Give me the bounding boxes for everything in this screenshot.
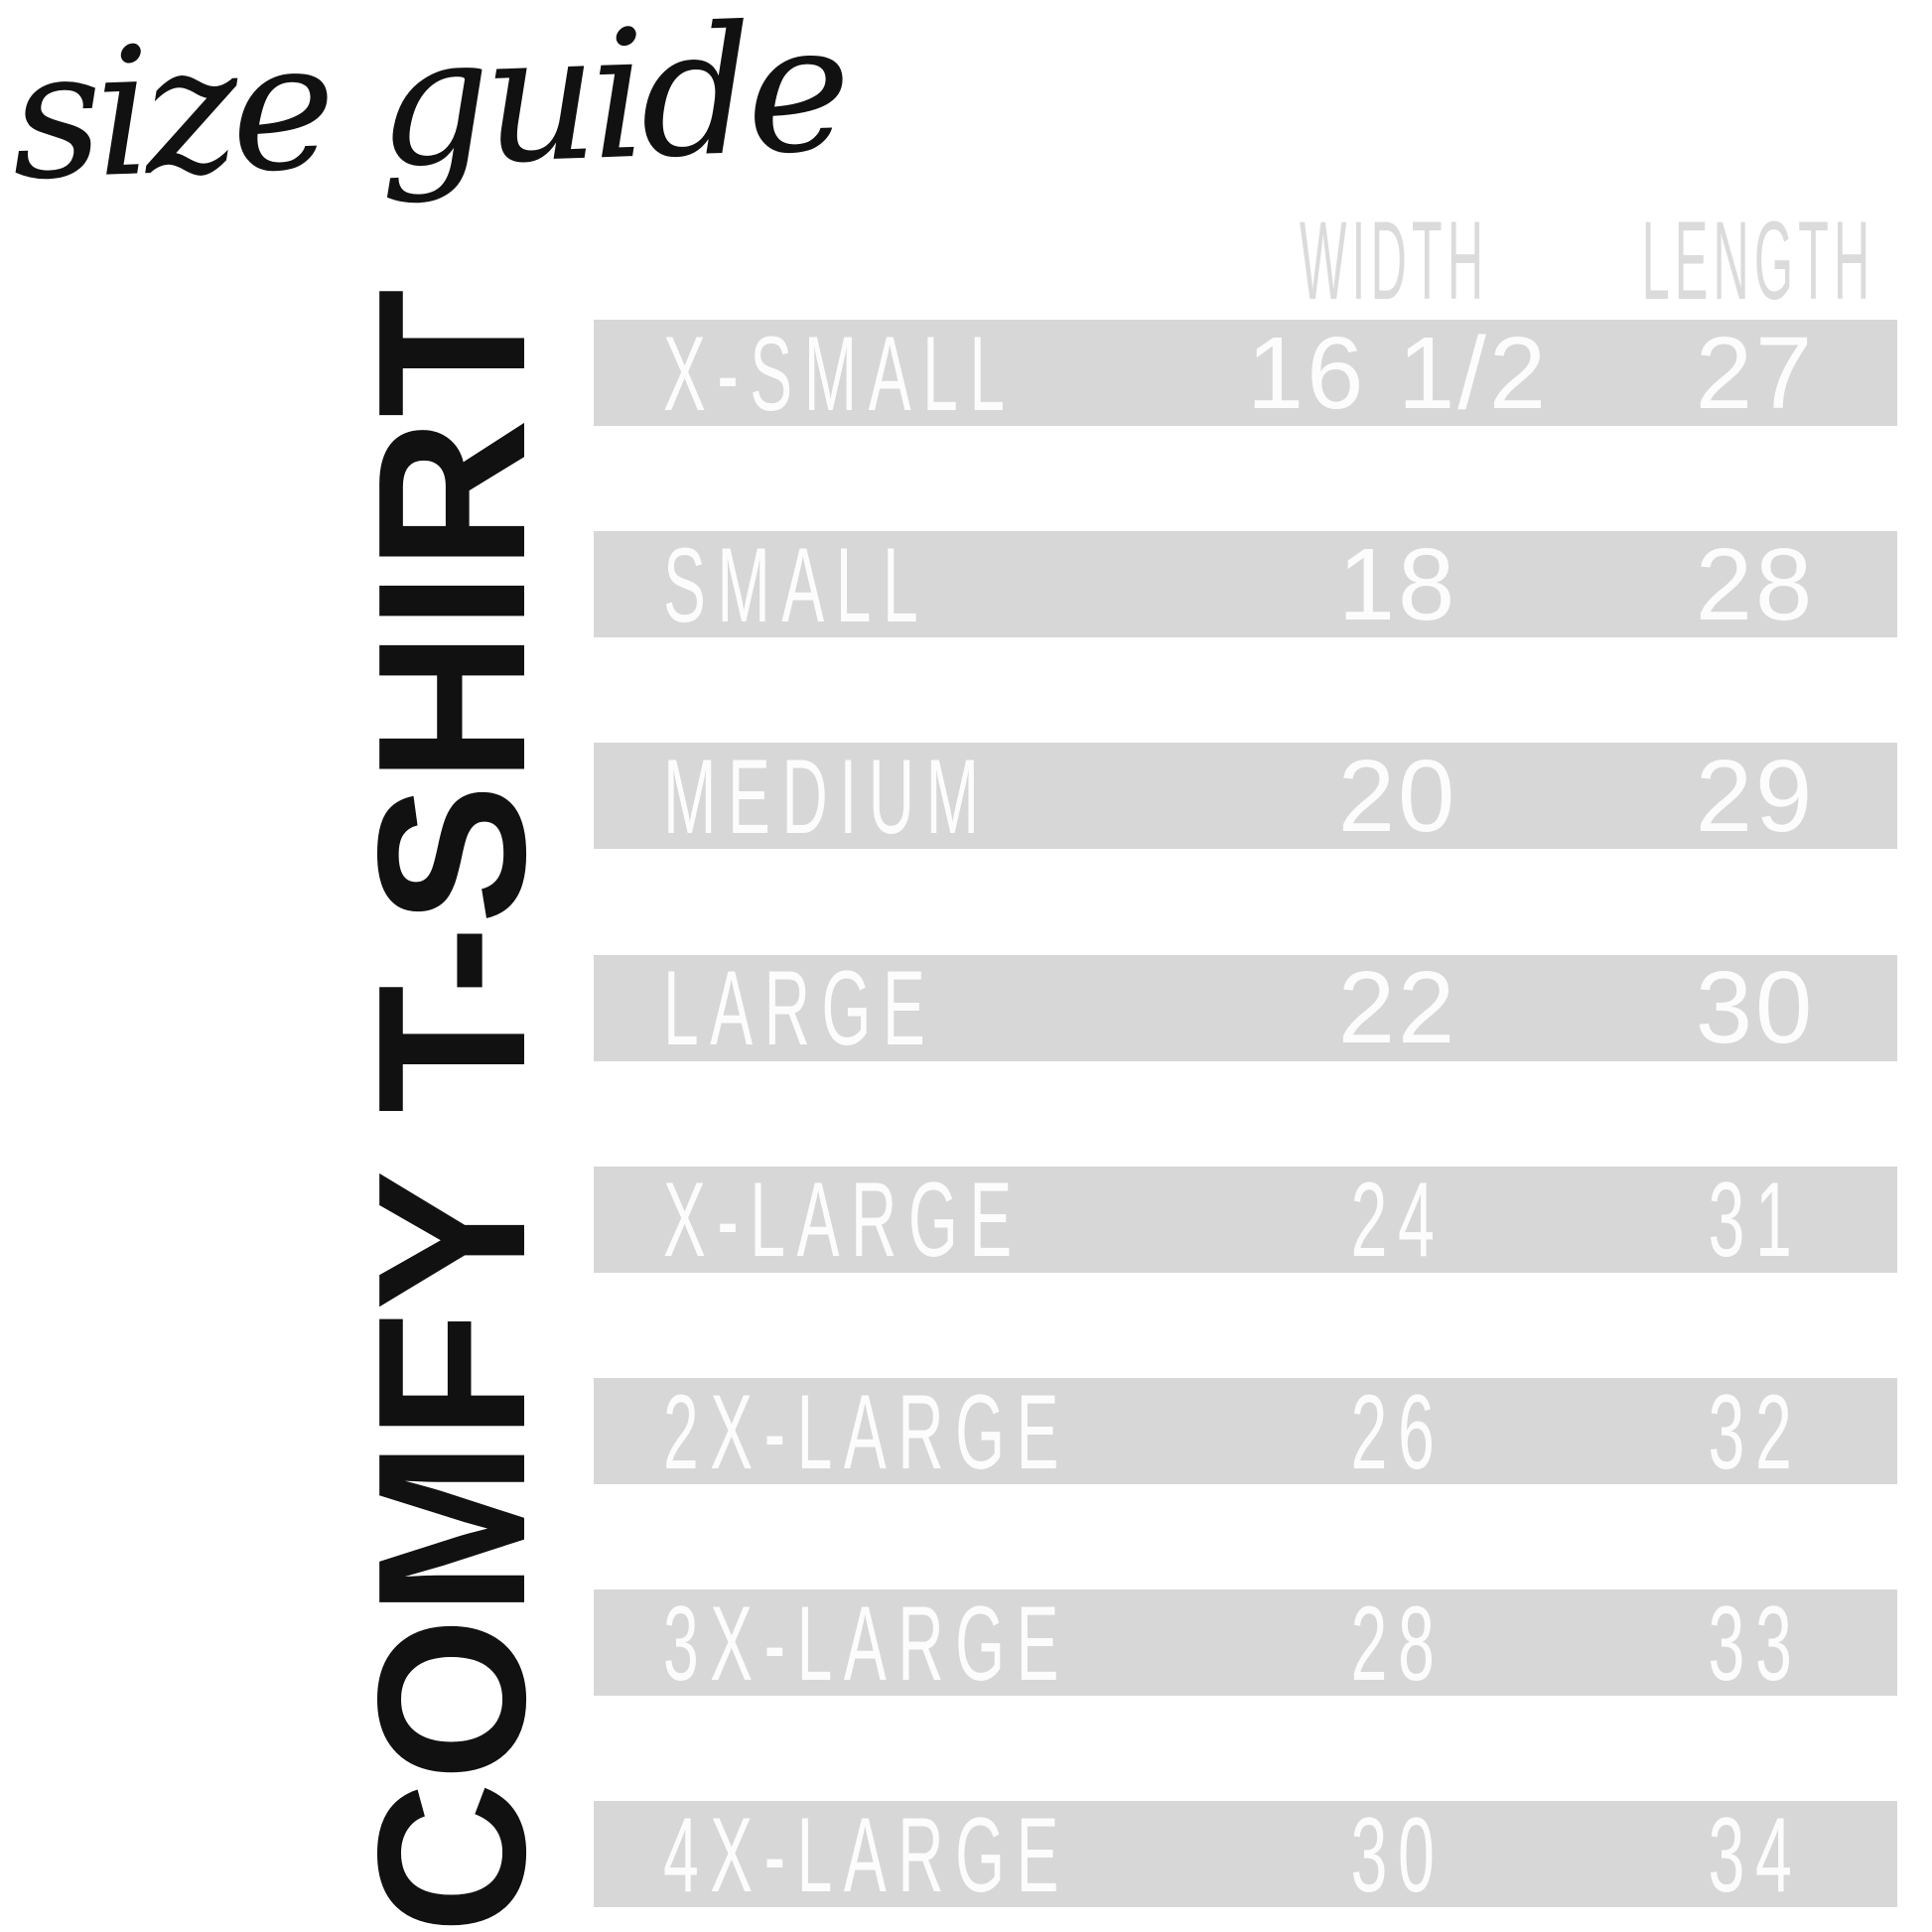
- size-row: MEDIUM 20 29: [594, 737, 1897, 856]
- size-row: X-LARGE 24 31: [594, 1160, 1897, 1279]
- length-value: 28: [1695, 526, 1816, 641]
- length-value: 30: [1695, 950, 1816, 1065]
- size-label: 2X-LARGE: [663, 1371, 1071, 1491]
- size-label: 3X-LARGE: [663, 1583, 1071, 1703]
- width-value: 24: [1350, 1160, 1446, 1280]
- length-value: 34: [1708, 1794, 1803, 1914]
- length-value: 31: [1708, 1160, 1803, 1280]
- width-column-header: WIDTH: [1183, 199, 1603, 323]
- script-title: size guide: [8, 0, 848, 219]
- product-name-vertical: COMFY T-SHIRT: [334, 288, 569, 1932]
- width-value: 20: [1337, 738, 1458, 853]
- size-label: SMALL: [663, 524, 930, 644]
- width-value: 22: [1337, 950, 1458, 1065]
- size-label: X-LARGE: [663, 1160, 1024, 1280]
- width-value: 30: [1350, 1794, 1446, 1914]
- length-value: 33: [1708, 1583, 1803, 1703]
- size-row: SMALL 18 28: [594, 525, 1897, 644]
- size-label: X-SMALL: [663, 313, 1017, 433]
- size-label: 4X-LARGE: [663, 1794, 1071, 1914]
- length-column-header: LENGTH: [1499, 199, 1932, 323]
- size-label: MEDIUM: [663, 736, 991, 856]
- width-value: 18: [1337, 526, 1458, 641]
- width-value: 16 1/2: [1246, 315, 1550, 430]
- size-row: X-SMALL 16 1/2 27: [594, 314, 1897, 433]
- length-column-header-label: LENGTH: [1641, 199, 1875, 323]
- width-column-header-label: WIDTH: [1299, 199, 1489, 323]
- length-value: 27: [1695, 315, 1816, 430]
- length-value: 32: [1708, 1371, 1803, 1491]
- size-row: 4X-LARGE 30 34: [594, 1795, 1897, 1914]
- size-row: 3X-LARGE 28 33: [594, 1584, 1897, 1703]
- size-row: 2X-LARGE 26 32: [594, 1372, 1897, 1491]
- length-value: 29: [1695, 738, 1816, 853]
- size-label: LARGE: [663, 948, 937, 1068]
- size-table: X-SMALL 16 1/2 27 SMALL 18 28 MEDIUM 20 …: [594, 314, 1897, 1914]
- width-value: 26: [1350, 1371, 1446, 1491]
- width-value: 28: [1350, 1583, 1446, 1703]
- size-row: LARGE 22 30: [594, 948, 1897, 1067]
